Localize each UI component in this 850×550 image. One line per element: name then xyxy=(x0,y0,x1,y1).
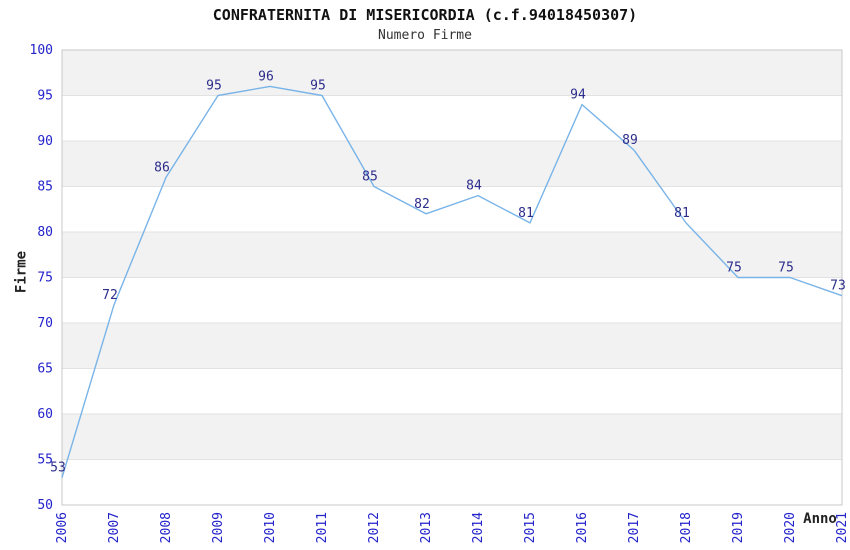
data-label: 53 xyxy=(50,461,66,476)
series-line xyxy=(61,85,843,478)
x-tick-label: 2019 xyxy=(731,512,746,543)
x-tick-label: 2020 xyxy=(783,512,798,543)
y-tick-label: 85 xyxy=(37,180,53,195)
plot-band xyxy=(62,50,842,96)
x-tick-label: 2007 xyxy=(107,512,122,543)
y-tick-label: 55 xyxy=(37,453,53,468)
x-tick-label: 2013 xyxy=(419,512,434,543)
y-axis-title: Firme xyxy=(13,251,29,293)
data-label: 86 xyxy=(154,160,170,175)
plot-bands xyxy=(62,50,842,460)
data-label: 96 xyxy=(258,69,274,84)
y-tick-label: 50 xyxy=(37,498,53,513)
plot-band xyxy=(62,323,842,369)
x-tick-label: 2011 xyxy=(315,512,330,543)
line-series xyxy=(61,85,843,478)
x-tick-label: 2014 xyxy=(471,512,486,543)
x-tick-label: 2016 xyxy=(575,512,590,543)
x-tick-label: 2008 xyxy=(159,512,174,543)
data-label: 95 xyxy=(206,79,222,94)
data-label: 94 xyxy=(570,88,586,103)
x-tick-label: 2017 xyxy=(627,512,642,543)
data-label: 81 xyxy=(518,206,534,221)
x-axis-title: Anno xyxy=(803,511,837,527)
x-tick-label: 2021 xyxy=(835,512,850,543)
data-label: 72 xyxy=(102,288,118,303)
data-label: 95 xyxy=(310,79,326,94)
y-tick-label: 95 xyxy=(37,89,53,104)
chart-title: CONFRATERNITA DI MISERICORDIA (c.f.94018… xyxy=(213,6,637,24)
data-label: 84 xyxy=(466,179,482,194)
plot-band xyxy=(62,232,842,278)
data-label: 75 xyxy=(726,261,742,276)
x-tick-label: 2012 xyxy=(367,512,382,543)
y-tick-label: 80 xyxy=(37,225,53,240)
y-tick-label: 75 xyxy=(37,271,53,286)
data-label: 75 xyxy=(778,261,794,276)
y-axis-tick-labels: 50 55 60 65 70 75 80 85 90 95 100 xyxy=(30,43,53,513)
y-tick-label: 90 xyxy=(37,134,53,149)
data-label: 73 xyxy=(830,279,846,294)
y-tick-label: 70 xyxy=(37,316,53,331)
data-label: 85 xyxy=(362,170,378,185)
data-labels: 53 72 86 95 96 95 85 82 84 81 94 89 81 75 75 73 xyxy=(50,69,846,475)
x-tick-label: 2009 xyxy=(211,512,226,543)
data-label: 82 xyxy=(414,197,430,212)
x-axis-tick-labels: 2006 2007 2008 2009 2010 2011 2012 2013 2014 2015… xyxy=(55,512,850,543)
x-tick-label: 2018 xyxy=(679,512,694,543)
x-tick-label: 2015 xyxy=(523,512,538,543)
gridlines xyxy=(62,95,842,460)
plot-band xyxy=(62,414,842,460)
plot-border xyxy=(61,49,843,506)
y-tick-label: 65 xyxy=(37,362,53,377)
data-label: 81 xyxy=(674,206,690,221)
chart-subtitle: Numero Firme xyxy=(378,28,472,43)
x-tick-label: 2010 xyxy=(263,512,278,543)
x-tick-label: 2006 xyxy=(55,512,70,543)
y-tick-label: 100 xyxy=(30,43,53,58)
plot-band xyxy=(62,141,842,187)
y-tick-label: 60 xyxy=(37,407,53,422)
data-label: 89 xyxy=(622,133,638,148)
